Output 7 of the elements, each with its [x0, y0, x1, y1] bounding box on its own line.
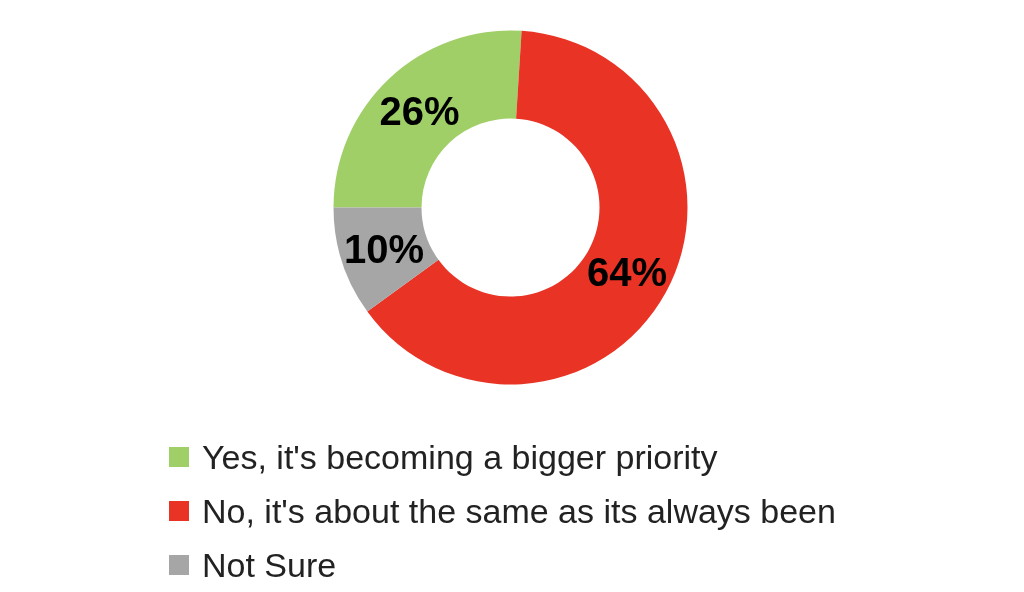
legend-label: Not Sure — [202, 545, 337, 585]
data-label: 64% — [587, 249, 668, 294]
legend-label: Yes, it's becoming a bigger priority — [202, 437, 718, 477]
data-label: 10% — [343, 226, 425, 271]
data-label: 26% — [379, 88, 460, 133]
donut-slice — [333, 30, 522, 208]
legend-label: No, it's about the same as its always been — [202, 491, 836, 531]
